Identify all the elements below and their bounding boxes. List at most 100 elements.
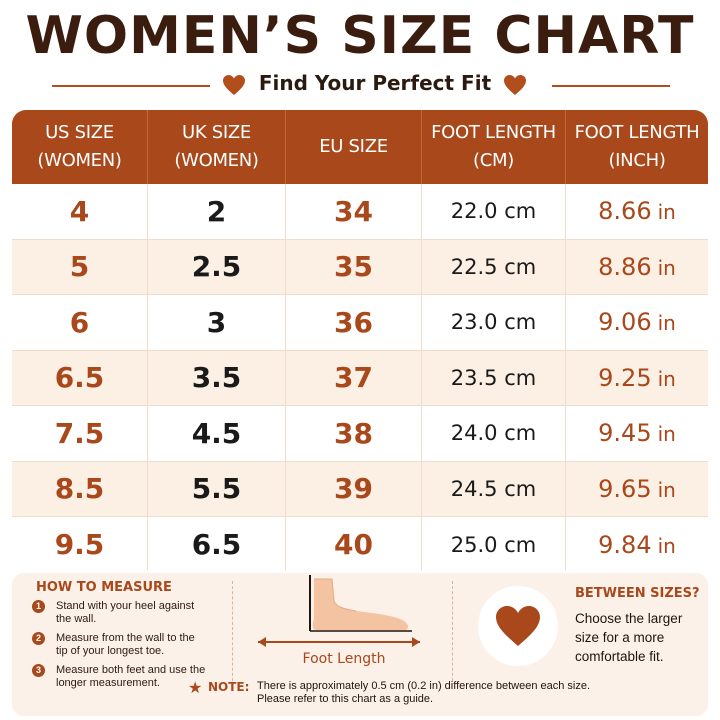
- table-cell: 8.66 in: [566, 184, 708, 239]
- table-cell: 9.06 in: [566, 295, 708, 350]
- header-us-size: US SIZE (WOMEN): [12, 110, 148, 184]
- table-body: 4 2 34 22.0 cm 8.66 in 5 2.5 35 22.5 cm 8.86 in 6 3 36…: [12, 184, 708, 570]
- cell-foot-length-cm: 22.0 cm: [450, 199, 537, 224]
- heart-icon: [504, 75, 526, 95]
- cell-us-size: 7.5: [54, 416, 105, 450]
- header-foot-length-inch: FOOT LENGTH (INCH): [574, 122, 700, 171]
- heart-badge: [478, 586, 558, 666]
- cell-us-size: 6: [69, 305, 90, 339]
- cell-foot-length-cm: 23.0 cm: [450, 310, 537, 335]
- cell-us-size: 5: [69, 250, 90, 284]
- foot-icon: [258, 575, 420, 647]
- subtitle: Find Your Perfect Fit: [258, 71, 492, 95]
- inch-value: 9.06: [598, 308, 652, 337]
- cell-foot-length-inch: 8.86 in: [598, 253, 676, 281]
- dashed-divider: [232, 581, 233, 681]
- table-cell: 23.0 cm: [422, 295, 566, 350]
- cell-us-size: 4: [69, 194, 90, 228]
- table-cell: 9.5: [12, 517, 148, 570]
- cell-uk-size: 5.5: [191, 472, 242, 506]
- table-cell: 8.86 in: [566, 240, 708, 295]
- table-row: 5 2.5 35 22.5 cm 8.86 in: [12, 239, 708, 295]
- table-cell: 5.5: [148, 461, 286, 516]
- subtitle-row: Find Your Perfect Fit: [0, 68, 720, 104]
- table-cell: 3.5: [148, 350, 286, 405]
- cell-foot-length-cm: 24.5 cm: [450, 476, 537, 501]
- note-text: There is approximately 0.5 cm (0.2 in) d…: [257, 680, 591, 705]
- step-number: 3: [32, 664, 45, 677]
- step-number: 2: [32, 632, 45, 645]
- inch-unit: in: [657, 200, 676, 225]
- table-cell: 22.0 cm: [422, 184, 566, 239]
- page-title: WOMEN’S SIZE CHART: [25, 6, 695, 66]
- inch-unit: in: [657, 477, 676, 502]
- table-cell: 7.5: [12, 406, 148, 461]
- table-cell: 24.5 cm: [422, 461, 566, 516]
- inch-unit: in: [657, 422, 676, 447]
- inch-value: 9.45: [598, 419, 652, 448]
- cell-us-size: 9.5: [54, 528, 105, 562]
- cell-us-size: 6.5: [54, 361, 105, 395]
- dashed-divider: [452, 581, 453, 681]
- table-cell: 6: [12, 295, 148, 350]
- cell-uk-size: 2: [206, 194, 227, 228]
- table-cell: 34: [286, 184, 422, 239]
- cell-uk-size: 2.5: [191, 250, 242, 284]
- table-row: 8.5 5.5 39 24.5 cm 9.65 in: [12, 461, 708, 517]
- step-text: Measure both feet and use the longer mea…: [56, 664, 206, 689]
- cell-foot-length-cm: 25.0 cm: [450, 532, 537, 557]
- star-icon: ★: [188, 680, 203, 697]
- header-eu-size: EU SIZE: [286, 110, 422, 184]
- table-cell: 35: [286, 239, 422, 294]
- table-cell: 6.5: [12, 350, 148, 405]
- divider-line-left: [52, 85, 210, 87]
- table-cell: 2: [148, 184, 286, 239]
- table-cell: 24.0 cm: [422, 406, 566, 461]
- foot-length-label: Foot Length: [302, 651, 386, 667]
- step-text: Measure from the wall to the tip of your…: [56, 632, 195, 657]
- table-cell: 23.5 cm: [422, 350, 566, 405]
- table-row: 4 2 34 22.0 cm 8.66 in: [12, 184, 708, 240]
- table-cell: 5: [12, 239, 148, 294]
- cell-eu-size: 37: [334, 361, 373, 395]
- inch-value: 9.25: [598, 363, 652, 392]
- info-panel: HOW TO MEASURE 1 Stand with your heel ag…: [12, 573, 708, 716]
- cell-us-size: 8.5: [54, 472, 105, 506]
- heart-icon: [223, 75, 245, 95]
- step-text: Stand with your heel against the wall.: [56, 600, 195, 625]
- inch-unit: in: [657, 311, 676, 336]
- inch-value: 9.65: [598, 474, 652, 503]
- cell-uk-size: 3: [206, 305, 227, 339]
- size-table: US SIZE (WOMEN) UK SIZE (WOMEN) EU SIZE …: [12, 110, 708, 570]
- divider-line-right: [552, 85, 670, 87]
- table-header: US SIZE (WOMEN) UK SIZE (WOMEN) EU SIZE …: [12, 110, 708, 184]
- inch-value: 9.84: [598, 530, 652, 559]
- table-cell: 22.5 cm: [422, 239, 566, 294]
- header-foot-length-cm: FOOT LENGTH (CM): [422, 110, 566, 184]
- table-cell: 36: [286, 295, 422, 350]
- cell-foot-length-cm: 23.5 cm: [450, 365, 537, 390]
- table-cell: 9.25 in: [566, 351, 708, 406]
- table-cell: 4: [12, 184, 148, 239]
- table-cell: 25.0 cm: [422, 517, 566, 570]
- cell-foot-length-cm: 22.5 cm: [450, 254, 537, 279]
- table-cell: 39: [286, 461, 422, 516]
- cell-foot-length-inch: 9.84 in: [598, 531, 676, 559]
- between-sizes-text: Choose the larger size for a more comfor…: [575, 611, 683, 664]
- table-cell: 37: [286, 350, 422, 405]
- how-to-measure-title: HOW TO MEASURE: [36, 580, 172, 595]
- cell-foot-length-cm: 24.0 cm: [450, 421, 537, 446]
- table-cell: 2.5: [148, 239, 286, 294]
- table-cell: 9.65 in: [566, 462, 708, 517]
- heart-icon: [496, 606, 540, 646]
- cell-foot-length-inch: 8.66 in: [598, 197, 676, 225]
- table-cell: 9.45 in: [566, 406, 708, 461]
- note-label: NOTE:: [208, 680, 250, 694]
- cell-eu-size: 34: [334, 194, 373, 228]
- between-sizes-title: BETWEEN SIZES?: [575, 586, 700, 601]
- cell-foot-length-inch: 9.06 in: [598, 308, 676, 336]
- inch-unit: in: [657, 255, 676, 280]
- table-cell: 38: [286, 406, 422, 461]
- cell-uk-size: 6.5: [191, 528, 242, 562]
- cell-eu-size: 38: [334, 416, 373, 450]
